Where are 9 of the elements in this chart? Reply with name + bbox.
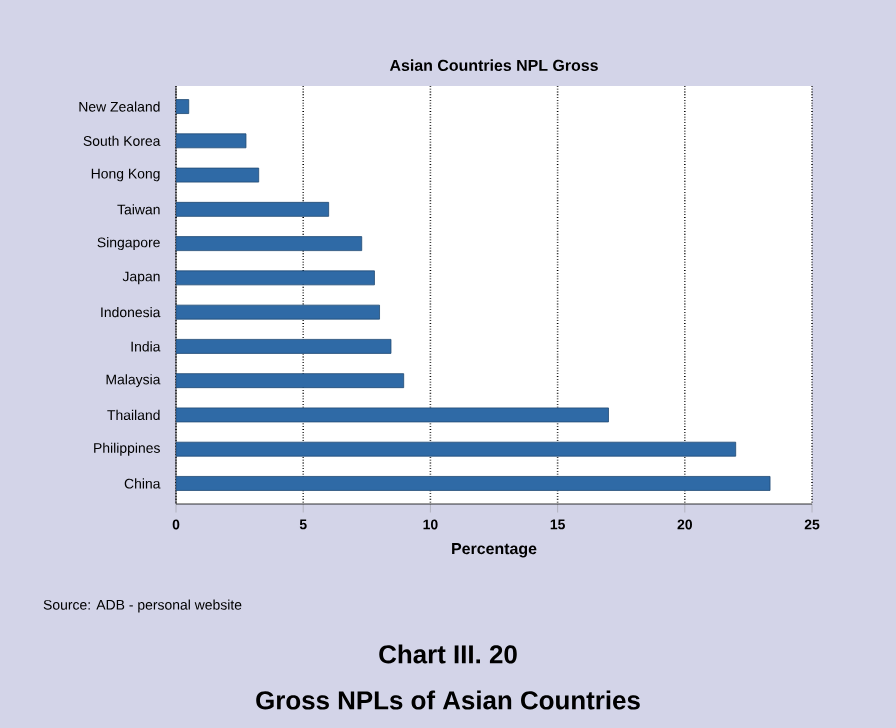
text: Gross NPLs of Asian Countries [256, 690, 640, 710]
bar [176, 339, 392, 354]
bar [176, 201, 330, 217]
bar [176, 441, 737, 457]
text: Chart III. 20 [379, 644, 517, 664]
bar [176, 476, 771, 491]
bar [176, 373, 405, 389]
bar [176, 133, 247, 149]
bar [176, 236, 363, 252]
